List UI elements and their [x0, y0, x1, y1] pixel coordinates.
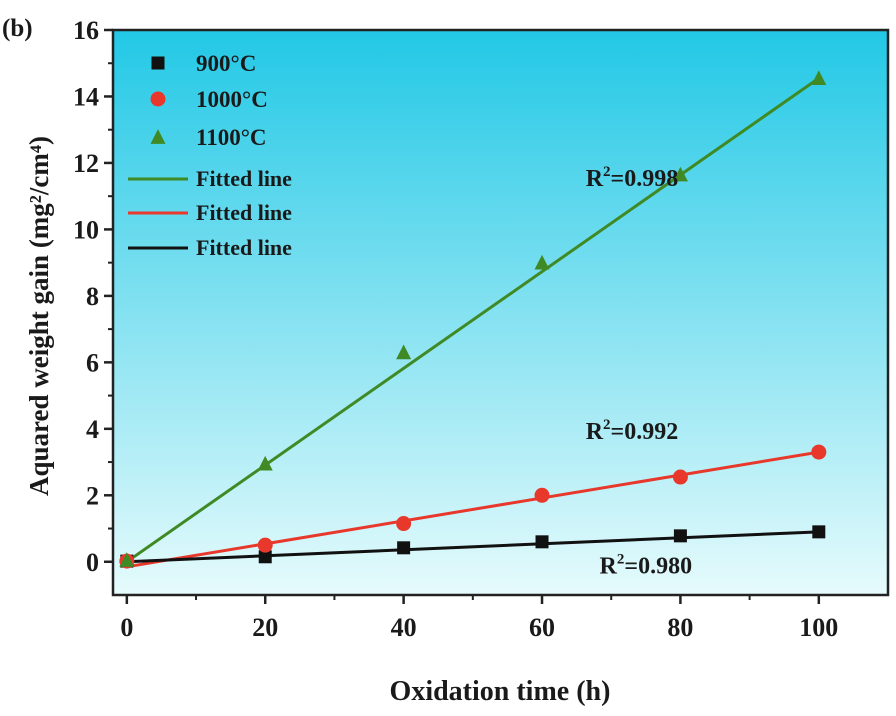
panel-label: (b): [2, 15, 33, 42]
marker-circle-20: [257, 537, 273, 553]
y-axis: 0 2 4 6 8 10 12 14 16: [73, 16, 113, 577]
x-axis: 0 20 40 60 80 100: [120, 595, 838, 642]
data-markers: [119, 70, 827, 569]
marker-square-80: [673, 529, 687, 543]
marker-square-40: [397, 541, 411, 555]
fitted-line-1: [125, 76, 820, 563]
x-tick-label-0: 0: [120, 613, 133, 642]
legend-label-3: 1100°C: [196, 125, 267, 150]
y-axis-title: Aquared weight gain (mg²/cm⁴): [24, 136, 54, 496]
r-squared-label-2: R2=0.992: [586, 417, 679, 445]
marker-circle-80: [672, 469, 688, 485]
marker-circle-100: [811, 444, 827, 460]
y-tick-label-16: 16: [73, 16, 99, 45]
marker-triangle-100: [811, 70, 827, 86]
legend-marker-circle: [150, 91, 166, 107]
legend-label-1: 900°C: [196, 51, 256, 76]
x-axis-title: Oxidation time (h): [390, 676, 611, 707]
plot-background: [113, 30, 888, 595]
marker-square-20: [258, 550, 272, 564]
fitted-line-2: [126, 450, 820, 569]
legend: 900°C 1000°C 1100°C Fitted line Fitted line F…: [128, 51, 292, 260]
y-tick-label-12: 12: [73, 149, 99, 178]
y-tick-label-10: 10: [73, 215, 99, 244]
marker-triangle-60: [534, 254, 550, 270]
y-tick-label-8: 8: [86, 282, 99, 311]
y-tick-label-4: 4: [86, 415, 99, 444]
r-squared-label-3: R2=0.980: [600, 551, 693, 579]
marker-triangle-80: [672, 166, 688, 182]
legend-label-2: 1000°C: [196, 87, 268, 112]
x-tick-label-100: 100: [799, 613, 838, 642]
marker-triangle-20: [257, 455, 273, 471]
x-tick-label-40: 40: [391, 613, 417, 642]
marker-circle-60: [534, 487, 550, 503]
r-squared-label-1: R2=0.998: [586, 164, 679, 192]
marker-square-100: [812, 525, 826, 539]
x-tick-label-20: 20: [252, 613, 278, 642]
marker-triangle-0: [119, 552, 135, 567]
fitted-line-3: [126, 530, 819, 564]
y-tick-label-0: 0: [86, 548, 99, 577]
y-tick-label-14: 14: [73, 82, 99, 111]
legend-fit-label-1: Fitted line: [196, 166, 292, 191]
legend-marker-square: [151, 56, 165, 70]
fitted-lines: [125, 76, 820, 569]
plot-frame: [111, 28, 890, 597]
legend-fit-label-2: Fitted line: [196, 200, 292, 225]
marker-square-60: [535, 535, 549, 549]
y-tick-label-6: 6: [86, 348, 99, 377]
annotations: R2=0.998 R2=0.992 R2=0.980: [586, 164, 692, 579]
x-tick-label-80: 80: [667, 613, 693, 642]
legend-fit-label-3: Fitted line: [196, 235, 292, 260]
marker-triangle-40: [396, 344, 412, 360]
x-tick-label-60: 60: [529, 613, 555, 642]
marker-circle-40: [396, 516, 412, 532]
legend-marker-triangle: [150, 129, 166, 144]
y-tick-label-2: 2: [86, 481, 99, 510]
